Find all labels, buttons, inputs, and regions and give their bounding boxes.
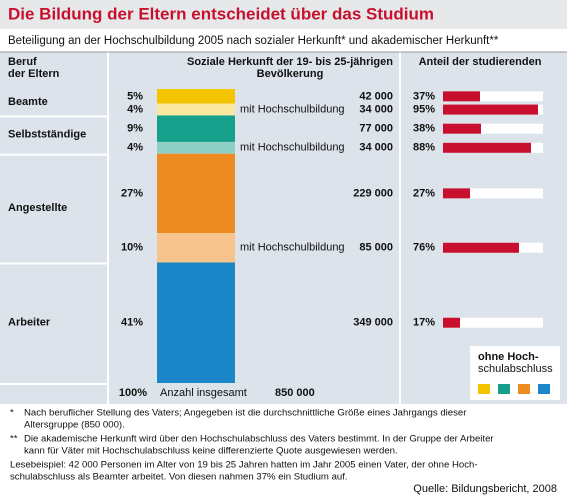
example: Lesebeispiel: 42 000 Personen im Alter v… [10,460,478,471]
subtitle: Beteiligung an der Hochschulbildung 2005… [8,35,499,47]
rate-track [443,317,543,328]
header: Soziale Herkunft der 19- bis 25-jährigen [187,56,393,68]
count-label: 85 000 [359,242,393,254]
source: Quelle: Bildungsbericht, 2008 [413,483,557,495]
rate-bar [443,317,460,328]
share-label: 5% [127,90,143,102]
rate-label: 76% [413,242,435,254]
note: mit Hochschulbildung [240,242,345,254]
segment [157,153,235,234]
legend-text: schulabschluss [478,363,553,375]
count-label: 42 000 [359,90,393,102]
group-name: Beamte [8,96,48,108]
group-name: Arbeiter [8,317,51,329]
rate-bar [443,104,538,115]
rate-track [443,91,543,102]
share-label: 41% [121,317,143,329]
footnote-mark: ** [10,434,18,445]
rate-bar [443,142,531,153]
note: mit Hochschulbildung [240,142,345,154]
share-label: 10% [121,242,143,254]
example: schulabschluss als Beamter arbeitet. Von… [10,472,348,483]
legend-swatch [498,384,510,394]
rate-label: 95% [413,103,435,115]
segment [157,233,235,263]
segment [157,89,235,104]
title: Die Bildung der Eltern entscheidet über … [8,4,434,23]
legend-swatch [478,384,490,394]
header: Bevölkerung [257,68,324,80]
segment [157,141,235,154]
count-label: 34 000 [359,103,393,115]
rate-track [443,123,543,134]
rate-bar [443,123,481,134]
footnote-mark: * [10,408,14,419]
footnote: kann für Väter mit Hochschulabschluss ke… [24,446,398,457]
legend-swatch [538,384,550,394]
rate-label: 27% [413,187,435,199]
header: Anteil der studierenden [419,56,542,68]
total-share: 100% [119,387,147,399]
segment [157,115,235,142]
legend-text: ohne Hoch- [478,351,539,363]
rate-label: 88% [413,142,435,154]
share-label: 27% [121,187,143,199]
total-label: Anzahl insgesamt [160,387,247,399]
footnote: Altersgruppe (850 000). [24,420,125,431]
count-label: 349 000 [353,317,393,329]
header: der Eltern [8,68,60,80]
share-label: 4% [127,103,143,115]
rate-label: 17% [413,317,435,329]
total-count: 850 000 [275,387,315,399]
note: mit Hochschulbildung [240,103,345,115]
rate-bar [443,242,519,253]
footnote: Nach beruflicher Stellung des Vaters; An… [24,408,467,419]
group-name: Angestellte [8,202,67,214]
share-label: 4% [127,142,143,154]
rate-bar [443,91,480,102]
group-name: Selbstständige [8,128,86,140]
title-bar [0,0,567,29]
rate-track [443,188,543,199]
count-label: 229 000 [353,187,393,199]
footnote: Die akademische Herkunft wird über den H… [24,434,494,445]
share-label: 9% [127,123,143,135]
segment [157,262,235,383]
segment [157,103,235,116]
legend-swatch [518,384,530,394]
rate-label: 38% [413,123,435,135]
count-label: 34 000 [359,142,393,154]
count-label: 77 000 [359,123,393,135]
rate-bar [443,188,470,199]
rate-label: 37% [413,90,435,102]
header: Beruf [8,56,37,68]
